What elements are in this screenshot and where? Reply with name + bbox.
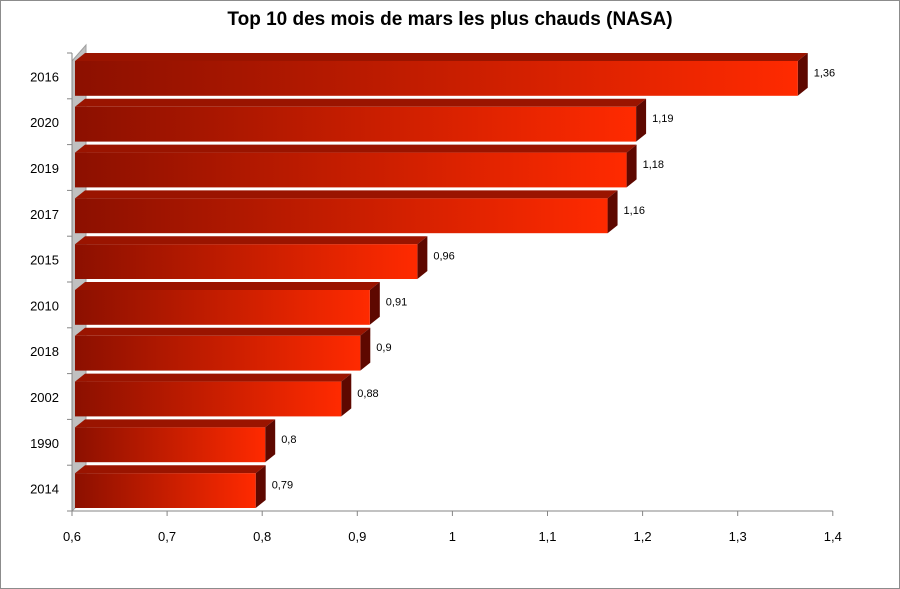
data-label: 0,8 bbox=[281, 434, 296, 446]
bar-side-face bbox=[360, 327, 371, 371]
data-label: 1,16 bbox=[624, 205, 645, 217]
bar-top-face bbox=[75, 98, 647, 107]
data-label: 1,19 bbox=[652, 113, 673, 125]
x-tick-label: 1,2 bbox=[634, 529, 652, 544]
y-category-label: 2020 bbox=[30, 115, 59, 130]
y-category-label: 2016 bbox=[30, 69, 59, 84]
bar-front-face bbox=[75, 335, 361, 371]
y-category-label: 2015 bbox=[30, 253, 59, 268]
x-tick-label: 0,7 bbox=[158, 529, 176, 544]
data-label: 1,36 bbox=[814, 67, 835, 79]
bar-top-face bbox=[75, 419, 276, 428]
x-tick-label: 0,9 bbox=[348, 529, 366, 544]
bar-front-face bbox=[75, 290, 370, 325]
bar-top-face bbox=[75, 190, 618, 199]
bar-1990 bbox=[75, 419, 276, 463]
bar-side-face bbox=[255, 465, 266, 508]
bar-2017 bbox=[75, 190, 618, 234]
bar-top-face bbox=[75, 144, 637, 153]
bar-2019 bbox=[75, 144, 637, 188]
bar-top-face bbox=[75, 373, 352, 382]
bar-side-face bbox=[417, 236, 428, 279]
y-category-label: 2018 bbox=[30, 344, 59, 359]
bar-top-face bbox=[75, 236, 428, 245]
data-label: 0,91 bbox=[386, 296, 407, 308]
bar-2010 bbox=[75, 282, 380, 325]
bar-front-face bbox=[75, 427, 266, 463]
bar-front-face bbox=[75, 244, 418, 279]
x-tick-label: 1,1 bbox=[538, 529, 556, 544]
bar-front-face bbox=[75, 473, 256, 508]
x-tick-label: 1,3 bbox=[729, 529, 747, 544]
data-label: 0,88 bbox=[357, 388, 378, 400]
chart-title: Top 10 des mois de mars les plus chauds … bbox=[227, 9, 673, 30]
y-category-label: 2017 bbox=[30, 207, 59, 222]
bar-top-face bbox=[75, 282, 380, 290]
x-tick-label: 0,6 bbox=[63, 529, 81, 544]
y-category-label: 2019 bbox=[30, 161, 59, 176]
bar-side-face bbox=[341, 373, 352, 417]
data-label: 0,9 bbox=[376, 342, 391, 354]
bar-2002 bbox=[75, 373, 352, 417]
data-label: 1,18 bbox=[643, 159, 664, 171]
bar-side-face bbox=[265, 419, 276, 463]
y-category-label: 2002 bbox=[30, 390, 59, 405]
bar-side-face bbox=[636, 98, 647, 142]
bar-top-face bbox=[75, 465, 266, 474]
bar-front-face bbox=[75, 381, 342, 417]
bar-front-face bbox=[75, 61, 798, 96]
bar-2016 bbox=[75, 53, 808, 96]
bar-front-face bbox=[75, 198, 608, 234]
bar-2014 bbox=[75, 465, 266, 508]
x-tick-label: 0,8 bbox=[253, 529, 271, 544]
bar-2018 bbox=[75, 327, 371, 371]
x-tick-label: 1,4 bbox=[824, 529, 842, 544]
data-label: 0,96 bbox=[433, 251, 454, 263]
bar-front-face bbox=[75, 106, 637, 142]
data-label: 0,79 bbox=[272, 480, 293, 492]
y-category-label: 2010 bbox=[30, 298, 59, 313]
y-category-label: 2014 bbox=[30, 482, 59, 497]
bar-side-face bbox=[369, 282, 380, 325]
x-tick-label: 1 bbox=[449, 529, 456, 544]
bar-front-face bbox=[75, 152, 627, 188]
bar-2020 bbox=[75, 98, 647, 142]
bar-side-face bbox=[607, 190, 618, 234]
bar-side-face bbox=[797, 53, 808, 96]
bar-top-face bbox=[75, 327, 371, 336]
bar-2015 bbox=[75, 236, 428, 279]
y-category-label: 1990 bbox=[30, 436, 59, 451]
bar-side-face bbox=[626, 144, 637, 188]
bar-top-face bbox=[75, 53, 808, 61]
